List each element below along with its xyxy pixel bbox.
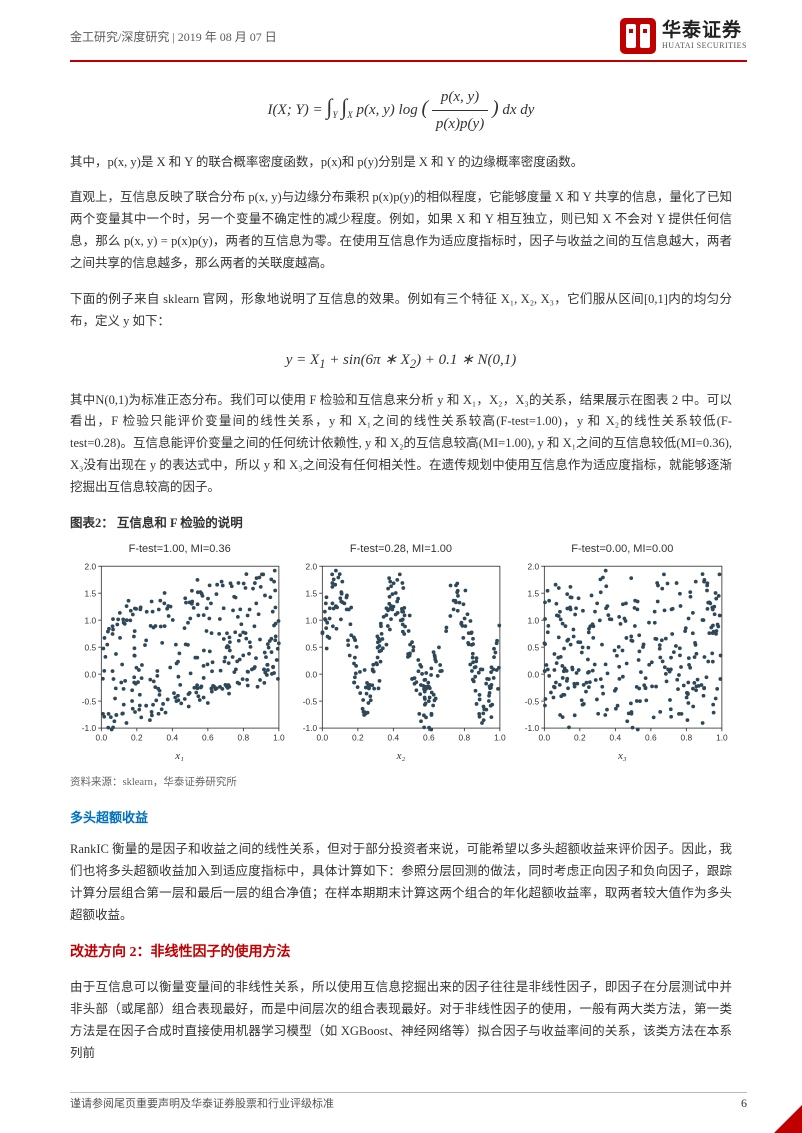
- breadcrumb: 金工研究/深度研究 | 2019 年 08 月 07 日: [70, 28, 277, 45]
- heading-red: 改进方向 2：非线性因子的使用方法: [70, 941, 732, 966]
- page-corner-decoration: [774, 1105, 802, 1133]
- svg-text:0.8: 0.8: [680, 733, 692, 743]
- svg-text:-1.0: -1.0: [524, 723, 539, 733]
- figure-title: 图表2： 互信息和 F 检验的说明: [70, 513, 732, 535]
- svg-text:1.0: 1.0: [527, 615, 539, 625]
- svg-text:-1.0: -1.0: [303, 723, 318, 733]
- svg-text:0.0: 0.0: [85, 669, 97, 679]
- logo-text-en: HUATAI SECURITIES: [662, 42, 747, 51]
- svg-text:1.0: 1.0: [716, 733, 728, 743]
- svg-text:0.8: 0.8: [459, 733, 471, 743]
- svg-text:1.0: 1.0: [306, 615, 318, 625]
- svg-text:-1.0: -1.0: [82, 723, 97, 733]
- formula-y: y = X1 + sin(6π ∗ X2) + 0.1 ∗ N(0,1): [70, 347, 732, 376]
- svg-text:1.0: 1.0: [85, 615, 97, 625]
- huatai-logo-icon: [620, 18, 656, 54]
- paragraph: 由于互信息可以衡量变量间的非线性关系，所以使用互信息挖掘出来的因子往往是非线性因…: [70, 977, 732, 1065]
- svg-text:1.0: 1.0: [494, 733, 506, 743]
- chart-title-2: F-test=0.28, MI=1.00: [350, 540, 452, 559]
- svg-text:0.0: 0.0: [96, 733, 108, 743]
- svg-text:0.5: 0.5: [85, 642, 97, 652]
- page-number: 6: [741, 1096, 747, 1111]
- svg-text:0.2: 0.2: [352, 733, 364, 743]
- figure-source: 资料来源：sklearn，华泰证券研究所: [70, 774, 732, 792]
- x-axis-label-2: x₂: [397, 747, 406, 766]
- svg-text:1.5: 1.5: [527, 588, 539, 598]
- scatter-chart-2: 2.01.51.00.50.0-0.5-1.00.00.20.40.60.81.…: [291, 561, 510, 749]
- formula-mutual-info: I(X; Y) = ∫Y ∫X p(x, y) log ( p(x, y)p(x…: [70, 84, 732, 138]
- page-footer: 谨请参阅尾页重要声明及华泰证券股票和行业评级标准: [70, 1095, 747, 1111]
- svg-text:0.5: 0.5: [306, 642, 318, 652]
- paragraph: 直观上，互信息反映了联合分布 p(x, y)与边缘分布乘积 p(x)p(y)的相…: [70, 187, 732, 275]
- footer-disclaimer: 谨请参阅尾页重要声明及华泰证券股票和行业评级标准: [70, 1095, 334, 1111]
- svg-text:0.0: 0.0: [527, 669, 539, 679]
- chart-title-3: F-test=0.00, MI=0.00: [571, 540, 673, 559]
- chart-title-1: F-test=1.00, MI=0.36: [129, 540, 231, 559]
- svg-text:0.2: 0.2: [574, 733, 586, 743]
- scatter-chart-1: 2.01.51.00.50.0-0.5-1.00.00.20.40.60.81.…: [70, 561, 289, 749]
- x-axis-label-1: x₁: [175, 747, 184, 766]
- logo-text-cn: 华泰证券: [662, 21, 747, 42]
- svg-text:0.5: 0.5: [527, 642, 539, 652]
- paragraph: 其中，p(x, y)是 X 和 Y 的联合概率密度函数，p(x)和 p(y)分别…: [70, 152, 732, 174]
- logo-block: 华泰证券 HUATAI SECURITIES: [620, 18, 747, 54]
- page-header: 金工研究/深度研究 | 2019 年 08 月 07 日 华泰证券 HUATAI…: [0, 0, 802, 54]
- figure-2-charts: F-test=1.00, MI=0.36 2.0 1.5 1.0 0.5 0.0 -0.5…: [70, 540, 732, 766]
- heading-blue: 多头超额收益: [70, 807, 732, 830]
- svg-text:0.6: 0.6: [202, 733, 214, 743]
- chart-panel-3: F-test=0.00, MI=0.00 2.0 1.5 1.0 0.5 0.0 -0.5…: [513, 540, 732, 766]
- svg-text:-0.5: -0.5: [524, 696, 539, 706]
- scatter-chart-3: 2.01.51.00.50.0-0.5-1.00.00.20.40.60.81.…: [513, 561, 732, 749]
- svg-text:-0.5: -0.5: [303, 696, 318, 706]
- svg-text:0.0: 0.0: [306, 669, 318, 679]
- svg-text:0.0: 0.0: [317, 733, 329, 743]
- paragraph: 下面的例子来自 sklearn 官网，形象地说明了互信息的效果。例如有三个特征 …: [70, 289, 732, 333]
- main-content: I(X; Y) = ∫Y ∫X p(x, y) log ( p(x, y)p(x…: [0, 62, 802, 1065]
- paragraph: 其中N(0,1)为标准正态分布。我们可以使用 F 检验和互信息来分析 y 和 X…: [70, 390, 732, 499]
- svg-text:0.4: 0.4: [388, 733, 400, 743]
- svg-text:2.0: 2.0: [85, 561, 97, 571]
- paragraph: RankIC 衡量的是因子和收益之间的线性关系，但对于部分投资者来说，可能希望以…: [70, 839, 732, 927]
- svg-text:1.5: 1.5: [85, 588, 97, 598]
- chart-panel-1: F-test=1.00, MI=0.36 2.0 1.5 1.0 0.5 0.0 -0.5…: [70, 540, 289, 766]
- svg-text:2.0: 2.0: [306, 561, 318, 571]
- svg-text:0.8: 0.8: [238, 733, 250, 743]
- x-axis-label-3: x₃: [618, 747, 627, 766]
- svg-text:1.0: 1.0: [273, 733, 285, 743]
- svg-text:0.6: 0.6: [645, 733, 657, 743]
- footer-divider: [70, 1092, 747, 1093]
- svg-text:0.4: 0.4: [609, 733, 621, 743]
- svg-text:-0.5: -0.5: [82, 696, 97, 706]
- svg-text:0.0: 0.0: [538, 733, 550, 743]
- svg-text:0.2: 0.2: [131, 733, 143, 743]
- svg-text:0.6: 0.6: [423, 733, 435, 743]
- chart-panel-2: F-test=0.28, MI=1.00 2.0 1.5 1.0 0.5 0.0 -0.5…: [291, 540, 510, 766]
- svg-text:0.4: 0.4: [167, 733, 179, 743]
- svg-text:1.5: 1.5: [306, 588, 318, 598]
- svg-text:2.0: 2.0: [527, 561, 539, 571]
